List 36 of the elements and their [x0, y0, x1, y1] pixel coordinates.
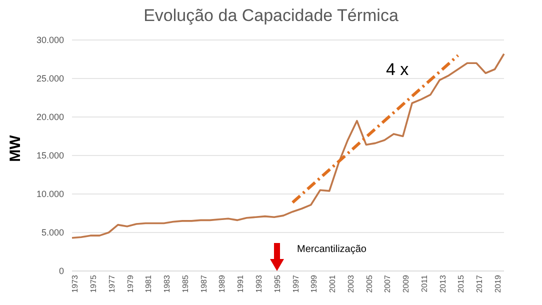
y-tick-label: 20.000: [36, 112, 64, 122]
x-tick-label: 1979: [126, 274, 135, 293]
x-tick-label: 2017: [475, 274, 484, 293]
x-tick-label: 2011: [420, 274, 429, 292]
x-tick-label: 1987: [199, 274, 208, 293]
line-series: [71, 52, 505, 239]
x-tick-label: 1981: [144, 274, 154, 293]
x-tick-label: 2003: [346, 274, 356, 293]
x-tick-label: 1993: [254, 274, 264, 293]
y-tick-label: 15.000: [36, 150, 64, 161]
x-tick-label: 2007: [383, 274, 392, 293]
x-tick-label: 1983: [162, 274, 172, 293]
chart-title: Evolução da Capacidade Térmica: [142, 6, 400, 26]
x-tick-label: 1995: [272, 274, 282, 293]
x-tick-label: 1973: [70, 274, 80, 293]
x-tick-label: 2005: [364, 274, 374, 293]
y-tick-label: 0: [58, 266, 64, 276]
x-tick-label: 2009: [402, 274, 411, 293]
x-tick-label: 1985: [180, 274, 190, 293]
x-tick-label: 1991: [236, 274, 246, 293]
annotation: Mercantilização: [297, 244, 366, 255]
y-tick-label: 30.000: [36, 35, 64, 46]
y-tick-label: 10.000: [36, 189, 64, 200]
x-tick-label: 1997: [291, 274, 300, 293]
x-tick-label: 2013: [438, 274, 448, 293]
x-tick-label: 1977: [107, 274, 116, 293]
x-tick-label: 2019: [493, 274, 502, 293]
x-tick-label: 1999: [310, 274, 319, 293]
x-tick-label: 2015: [456, 274, 466, 293]
x-tick-label: 2001: [328, 274, 338, 293]
x-tick-label: 1975: [89, 274, 98, 293]
y-tick-label: 25.000: [36, 74, 64, 84]
annotation: 4 x: [386, 60, 409, 80]
x-tick-label: 1989: [218, 274, 227, 293]
y-axis-title: MW: [6, 135, 24, 162]
y-tick-label: 5.000: [41, 228, 64, 238]
